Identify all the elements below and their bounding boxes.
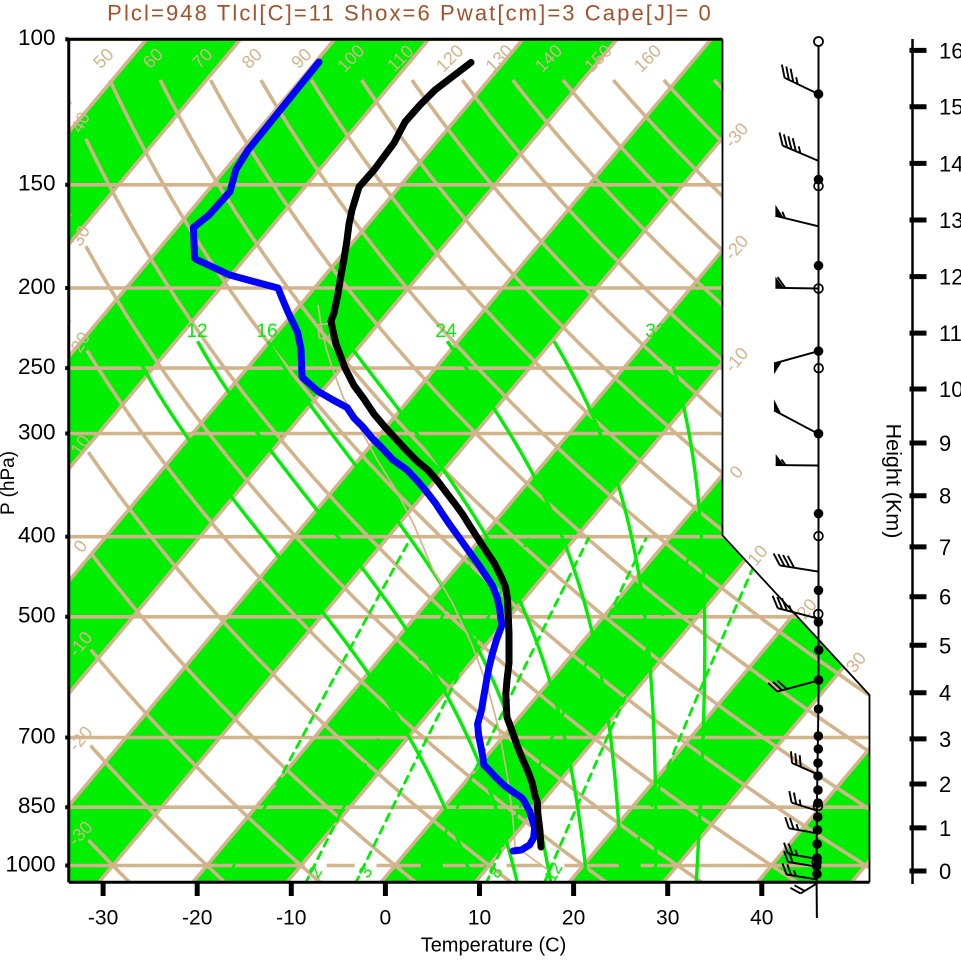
svg-text:2: 2 [939,772,951,797]
svg-text:10: 10 [939,377,961,402]
svg-text:400: 400 [18,523,56,548]
svg-text:9: 9 [939,431,951,456]
svg-text:24: 24 [435,321,457,342]
svg-text:11: 11 [939,321,961,346]
svg-text:200: 200 [18,274,56,299]
svg-text:15: 15 [939,95,961,120]
svg-text:850: 850 [18,793,56,818]
svg-text:12: 12 [939,265,961,290]
svg-text:8: 8 [939,484,951,509]
svg-text:13: 13 [939,208,961,233]
svg-text:16: 16 [256,321,277,342]
svg-text:-30: -30 [88,907,118,930]
svg-text:500: 500 [18,603,56,628]
svg-text:1000: 1000 [5,851,55,876]
svg-text:7: 7 [939,535,951,560]
svg-text:250: 250 [18,354,56,379]
svg-text:16: 16 [939,38,961,63]
svg-text:40: 40 [750,907,773,930]
svg-text:Height (Km): Height (Km) [882,424,906,539]
svg-text:Temperature (C): Temperature (C) [421,935,567,957]
svg-text:32: 32 [645,321,666,342]
svg-text:30: 30 [656,907,679,930]
svg-text:150: 150 [18,171,56,196]
svg-text:Plcl=948 Tlcl[C]=11 Shox=6 Pwa: Plcl=948 Tlcl[C]=11 Shox=6 Pwat[cm]=3 Ca… [107,1,713,26]
svg-text:4: 4 [939,681,951,706]
svg-text:14: 14 [939,151,961,176]
svg-text:100: 100 [18,25,56,50]
svg-text:1: 1 [939,816,951,841]
svg-text:10: 10 [468,907,491,930]
svg-text:P (hPa): P (hPa) [0,451,19,515]
svg-text:-10: -10 [276,907,306,930]
svg-text:-20: -20 [182,907,212,930]
svg-text:0: 0 [380,907,392,930]
svg-text:3: 3 [939,727,951,752]
svg-text:300: 300 [18,419,56,444]
svg-text:6: 6 [939,585,951,610]
svg-text:5: 5 [939,633,951,658]
svg-text:12: 12 [186,321,207,342]
svg-text:0: 0 [939,859,951,884]
svg-text:20: 20 [562,907,585,930]
svg-text:700: 700 [18,723,56,748]
